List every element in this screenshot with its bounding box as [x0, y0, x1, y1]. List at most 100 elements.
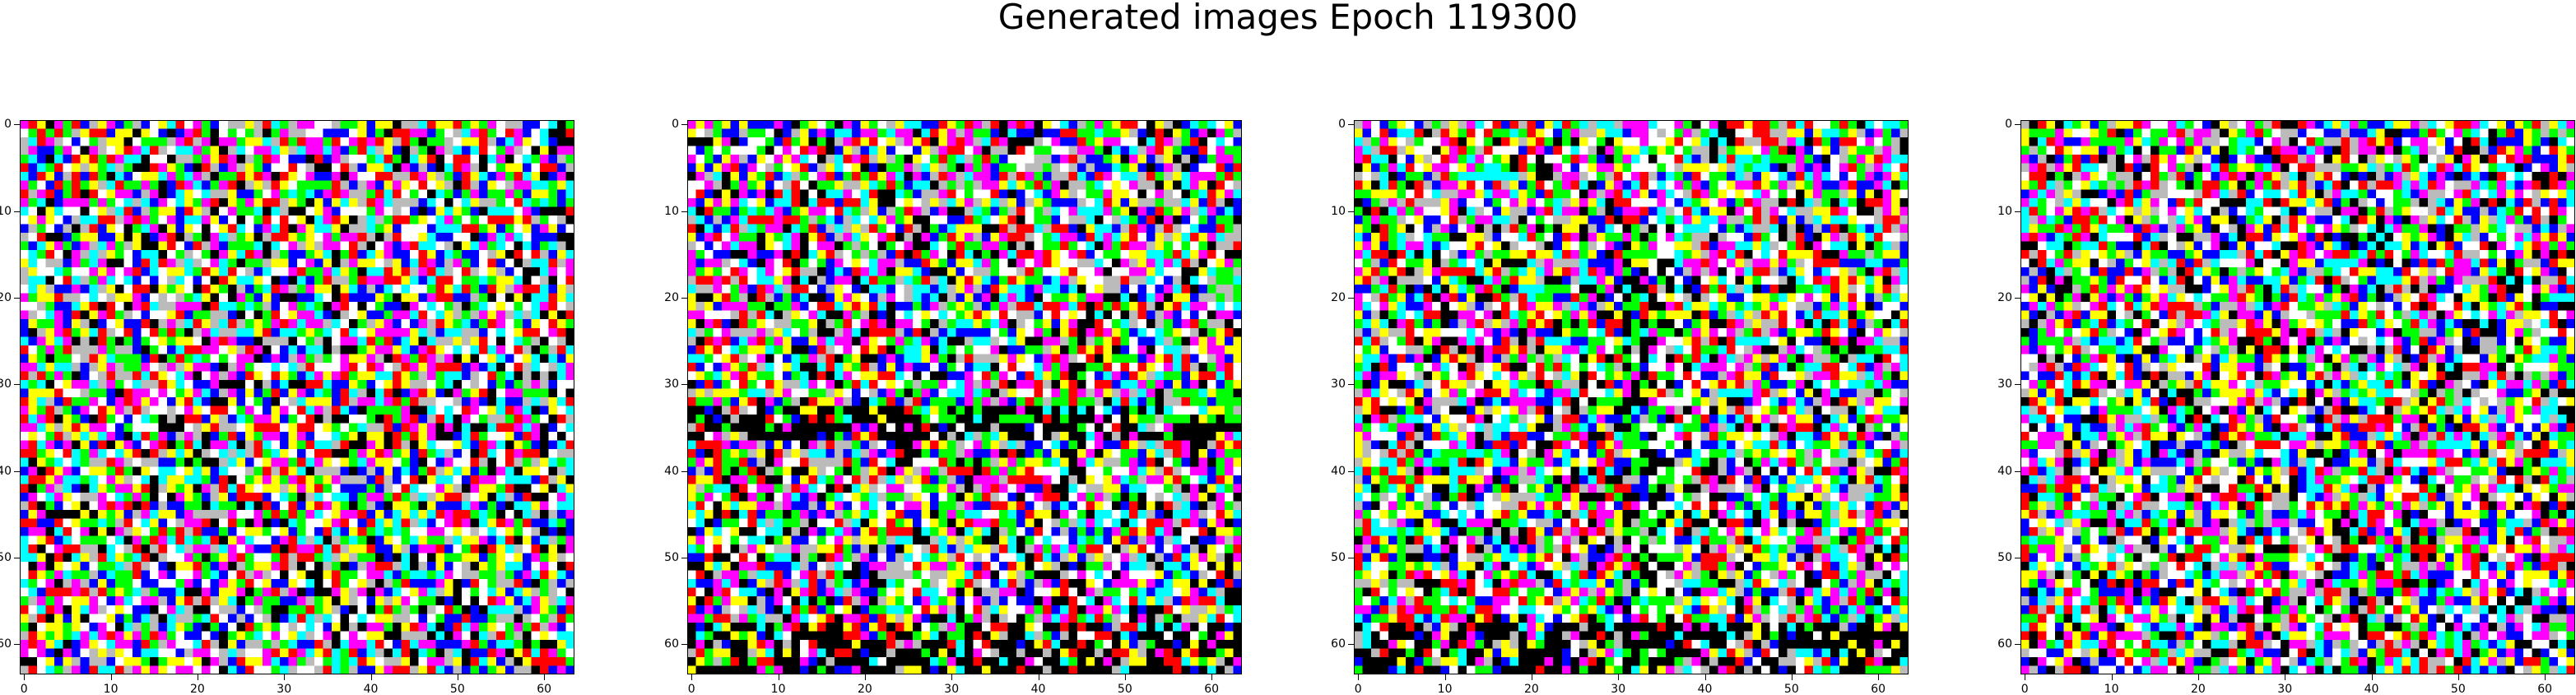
y-tick-mark	[681, 470, 687, 472]
x-tick-label: 20	[2190, 683, 2206, 695]
y-tick-label: 30	[664, 378, 679, 392]
x-tick-label: 30	[2277, 683, 2293, 695]
y-tick-label: 50	[664, 550, 679, 564]
y-tick-label: 10	[664, 204, 679, 218]
generated-image-3	[1354, 120, 1909, 674]
y-tick-label: 20	[1331, 290, 1346, 304]
y-tick-label: 0	[1338, 118, 1346, 132]
x-tick-mark	[2197, 674, 2199, 680]
x-tick-mark	[1791, 674, 1793, 680]
y-tick-label: 60	[664, 637, 679, 651]
y-tick-label: 10	[1331, 204, 1346, 218]
x-tick-mark	[2545, 674, 2546, 680]
x-tick-label: 40	[1030, 683, 1046, 695]
y-tick-label: 30	[1997, 378, 2012, 392]
image-panel-1: 0 10 20 30 40 50 60 0 10 20 30 40 50 60	[0, 118, 574, 695]
x-tick-mark	[1444, 674, 1446, 680]
x-tick-label: 40	[1697, 683, 1713, 695]
generated-image-1	[20, 120, 574, 674]
y-tick-mark	[2015, 644, 2020, 646]
y-tick-label: 20	[664, 290, 679, 304]
y-tick-label: 0	[2005, 118, 2012, 132]
x-tick-mark	[1211, 674, 1213, 680]
x-tick-label: 60	[2537, 683, 2553, 695]
y-tick-label: 40	[1331, 464, 1346, 478]
y-tick-mark	[2015, 211, 2020, 212]
x-tick-mark	[284, 674, 286, 680]
y-tick-label: 60	[1331, 637, 1346, 651]
y-tick-mark	[2015, 470, 2020, 472]
x-tick-mark	[864, 674, 866, 680]
y-tick-mark	[2015, 297, 2020, 299]
y-tick-mark	[2015, 384, 2020, 386]
x-tick-label: 0	[1354, 683, 1362, 695]
x-tick-mark	[2457, 674, 2459, 680]
x-tick-label: 10	[1437, 683, 1453, 695]
y-tick-label: 20	[1997, 290, 2012, 304]
x-tick-mark	[1618, 674, 1620, 680]
x-tick-label: 20	[189, 683, 205, 695]
x-tick-label: 50	[449, 683, 465, 695]
y-tick-mark	[681, 211, 687, 212]
image-panel-4: 0 10 20 30 40 50 60 0 10 20 30 40 50 60	[1997, 118, 2575, 695]
x-tick-mark	[24, 674, 26, 680]
y-tick-label: 0	[4, 118, 12, 132]
x-tick-label: 20	[1523, 683, 1539, 695]
y-tick-label: 50	[1997, 550, 2012, 564]
y-tick-label: 50	[0, 550, 12, 564]
y-tick-mark	[14, 124, 20, 126]
x-tick-mark	[2111, 674, 2113, 680]
x-tick-label: 0	[687, 683, 695, 695]
generated-image-4	[2020, 120, 2575, 674]
y-tick-mark	[14, 297, 20, 299]
x-tick-mark	[1878, 674, 1880, 680]
x-tick-label: 40	[2364, 683, 2379, 695]
x-tick-mark	[2371, 674, 2373, 680]
x-tick-label: 30	[944, 683, 960, 695]
y-tick-mark	[1348, 211, 1354, 212]
x-tick-mark	[544, 674, 546, 680]
y-tick-label: 0	[672, 118, 679, 132]
y-tick-label: 30	[1331, 378, 1346, 392]
y-tick-mark	[681, 124, 687, 126]
x-tick-label: 50	[1117, 683, 1132, 695]
y-tick-mark	[14, 470, 20, 472]
y-tick-mark	[1348, 384, 1354, 386]
y-tick-label: 60	[1997, 637, 2012, 651]
y-tick-mark	[2015, 124, 2020, 126]
x-tick-mark	[1704, 674, 1706, 680]
x-tick-label: 30	[1611, 683, 1626, 695]
y-tick-mark	[14, 644, 20, 646]
y-tick-mark	[1348, 124, 1354, 126]
y-tick-label: 60	[0, 637, 12, 651]
x-tick-mark	[1358, 674, 1360, 680]
y-tick-mark	[681, 297, 687, 299]
y-tick-label: 20	[0, 290, 12, 304]
x-tick-mark	[110, 674, 112, 680]
y-tick-mark	[681, 384, 687, 386]
x-tick-label: 30	[277, 683, 292, 695]
x-tick-label: 10	[770, 683, 786, 695]
image-panel-2: 0 10 20 30 40 50 60 0 10 20 30 40 50 60	[664, 118, 1242, 695]
x-tick-label: 50	[1783, 683, 1799, 695]
x-tick-label: 60	[537, 683, 552, 695]
x-tick-label: 50	[2450, 683, 2466, 695]
image-panel-3: 0 10 20 30 40 50 60 0 10 20 30 40 50 60	[1331, 118, 1909, 695]
x-tick-mark	[1124, 674, 1126, 680]
figure-title: Generated images Epoch 119300	[997, 0, 1579, 37]
y-tick-mark	[14, 211, 20, 212]
y-tick-mark	[681, 644, 687, 646]
y-tick-mark	[14, 384, 20, 386]
y-tick-mark	[1348, 297, 1354, 299]
x-tick-label: 60	[1871, 683, 1886, 695]
y-tick-mark	[1348, 644, 1354, 646]
x-tick-label: 20	[857, 683, 872, 695]
x-tick-label: 60	[1204, 683, 1220, 695]
x-tick-label: 10	[103, 683, 119, 695]
y-tick-label: 40	[0, 464, 12, 478]
y-tick-label: 50	[1331, 550, 1346, 564]
x-tick-label: 0	[2020, 683, 2029, 695]
y-tick-label: 40	[664, 464, 679, 478]
y-tick-mark	[1348, 470, 1354, 472]
